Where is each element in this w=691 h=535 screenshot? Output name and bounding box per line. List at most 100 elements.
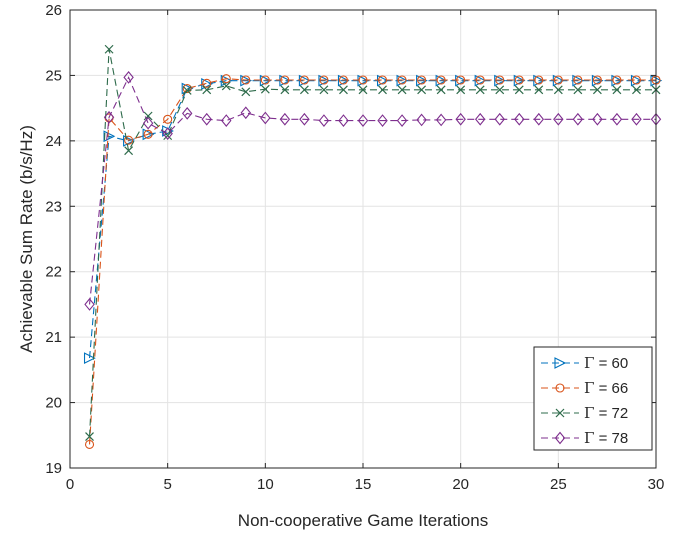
data-point — [513, 74, 526, 87]
legend-label: Γ = 72 — [584, 404, 628, 422]
data-point — [221, 74, 231, 84]
data-point — [494, 112, 505, 126]
axis-ticks: 0 5 10 15 20 25 30 19 20 21 22 23 24 25 26 — [45, 2, 664, 493]
data-point — [611, 74, 624, 87]
data-point — [279, 112, 291, 126]
data-point — [143, 129, 153, 139]
data-point — [553, 112, 564, 126]
data-point — [376, 74, 389, 87]
legend-value: = 72 — [594, 405, 628, 422]
legend-label: Γ = 78 — [584, 429, 628, 447]
x-marker-stroke — [299, 85, 309, 95]
data-point — [612, 85, 622, 95]
data-point — [397, 85, 407, 95]
data-point — [455, 112, 466, 126]
data-point — [182, 83, 192, 94]
data-point — [456, 75, 466, 85]
data-point — [553, 85, 563, 95]
data-point — [181, 107, 193, 120]
x-tick-label: 5 — [163, 476, 171, 493]
data-point — [358, 85, 368, 95]
data-point — [591, 74, 604, 87]
data-point — [456, 85, 466, 95]
data-point — [319, 85, 329, 95]
x-marker-stroke — [397, 85, 407, 95]
data-point — [299, 112, 310, 126]
data-point — [221, 114, 232, 127]
series-0 — [83, 74, 663, 364]
x-marker-stroke — [495, 85, 505, 95]
data-point — [631, 75, 642, 85]
series-layer — [83, 44, 663, 449]
data-point — [202, 85, 212, 95]
data-point — [475, 85, 485, 95]
data-point — [592, 112, 603, 126]
data-point — [534, 85, 544, 95]
data-point — [240, 74, 253, 87]
data-point — [435, 113, 447, 127]
x-tick-label: 15 — [355, 476, 372, 493]
data-point — [201, 112, 212, 126]
data-point — [377, 75, 388, 85]
data-point — [436, 75, 446, 85]
x-marker-stroke — [163, 131, 173, 141]
data-point — [124, 146, 134, 156]
data-point — [280, 75, 290, 85]
data-point — [84, 439, 95, 449]
data-point — [241, 87, 251, 97]
y-axis-label: Achievable Sum Rate (b/s/Hz) — [17, 125, 36, 353]
data-point — [318, 74, 331, 87]
legend-marker — [554, 357, 567, 369]
x-marker-stroke — [202, 85, 212, 95]
legend: Γ = 60Γ = 66Γ = 72Γ = 78 — [533, 346, 653, 451]
data-point — [182, 86, 192, 95]
data-point — [630, 74, 643, 87]
series-line — [88, 49, 656, 437]
data-point — [357, 114, 369, 127]
x-marker-stroke — [280, 85, 290, 95]
data-point — [573, 85, 583, 95]
data-point — [240, 106, 252, 120]
data-point — [494, 74, 506, 87]
data-point — [416, 113, 427, 127]
data-point — [221, 81, 231, 91]
x-marker-stroke — [612, 85, 622, 95]
data-point — [632, 85, 641, 95]
x-tick-label: 30 — [648, 476, 665, 493]
data-point — [319, 75, 329, 85]
data-point — [553, 75, 563, 85]
x-marker-stroke — [221, 81, 231, 91]
data-point — [202, 78, 212, 88]
x-marker-stroke — [143, 111, 153, 121]
data-point — [495, 75, 505, 85]
data-point — [514, 112, 525, 126]
data-point — [474, 112, 486, 126]
legend-value: = 78 — [594, 430, 628, 447]
data-point — [552, 74, 565, 87]
data-point — [143, 111, 153, 121]
data-point — [396, 114, 408, 127]
data-point — [85, 432, 94, 442]
y-tick-label: 24 — [45, 133, 62, 150]
data-point — [260, 75, 270, 85]
legend-item: Γ = 78 — [541, 429, 628, 447]
legend-gamma-symbol: Γ — [584, 379, 594, 397]
legend-item: Γ = 72 — [541, 404, 628, 422]
data-point — [358, 75, 368, 85]
x-marker-stroke — [534, 85, 544, 95]
x-marker-stroke — [555, 408, 565, 418]
x-marker-stroke — [182, 86, 192, 95]
x-marker-stroke — [632, 85, 641, 95]
data-point — [338, 75, 349, 85]
data-point — [103, 110, 115, 124]
data-point — [378, 85, 387, 95]
x-marker-stroke — [417, 85, 427, 95]
x-marker-stroke — [456, 85, 466, 95]
legend-marker — [554, 431, 566, 445]
data-point — [474, 74, 487, 87]
data-point — [592, 85, 602, 95]
y-tick-label: 19 — [45, 460, 62, 477]
legend-gamma-symbol: Γ — [584, 404, 594, 422]
data-point — [84, 298, 95, 311]
